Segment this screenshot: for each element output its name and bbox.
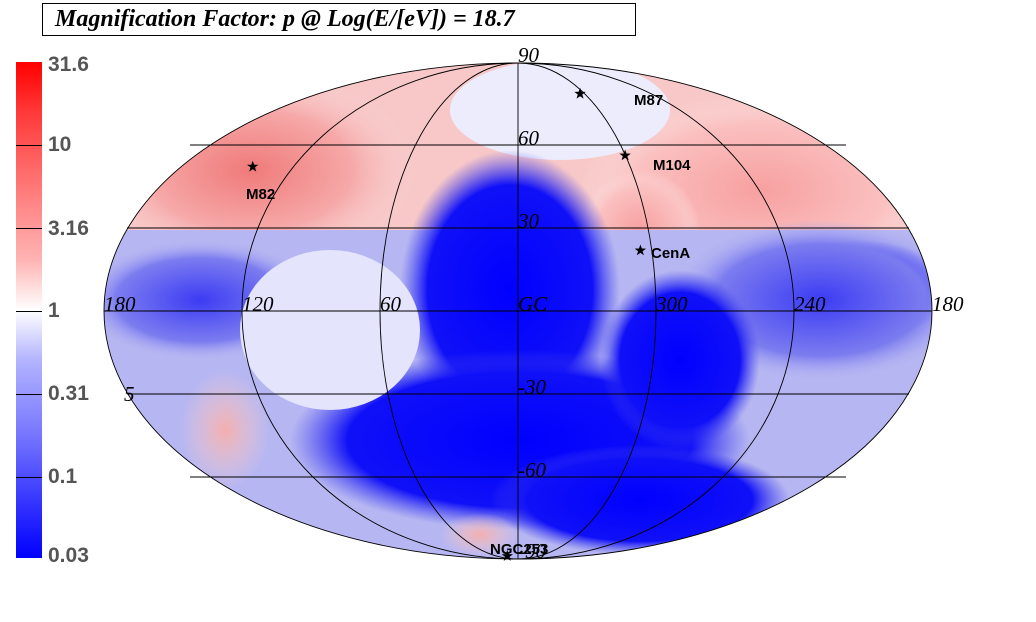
lat-label: -90 [518,539,546,563]
source-marker-m82: M82 [246,186,275,203]
star-icon [574,87,586,99]
map-title: Magnification Factor: p @ Log(E/[eV]) = … [42,3,636,36]
lon-label: 60 [380,292,402,316]
colorbar-tick [16,394,42,395]
colorbar-label: 3.16 [48,217,89,240]
source-label: NGC253 [490,541,548,558]
graticule [103,62,933,560]
colorbar-tick [16,477,42,478]
colorbar-label: 1 [48,299,60,322]
lat-label: -30 [518,375,546,399]
source-marker-cena: CenA [651,245,690,262]
colorbar-tick [16,145,42,146]
lon-label: 300 [655,292,688,316]
source-label: M87 [634,92,663,109]
lat-label: 30 [517,209,540,233]
lat-label: 90 [518,43,540,67]
star-icon [501,550,513,561]
colorbar-tick [16,311,42,312]
colorbar-label: 0.31 [48,382,89,405]
lon-label: 180 [104,292,136,316]
source-marker-m104: M104 [653,157,691,174]
source-label: CenA [651,245,690,262]
colorbar-tick [16,228,42,229]
colorbar-label: 0.03 [48,544,89,567]
stray-label: 5 [124,382,135,406]
colorbar-label: 10 [48,133,72,156]
lon-label: 120 [242,292,274,316]
lon-label: 180 [932,292,964,316]
star-icon [247,160,259,172]
star-icon [634,244,647,256]
source-label: M104 [653,157,691,174]
colorbar [16,62,42,558]
source-stars [247,87,647,561]
lon-label: 240 [794,292,826,316]
source-label: M82 [246,186,275,203]
source-marker-m87: M87 [634,92,663,109]
star-icon [619,149,631,161]
lat-label: -60 [518,458,546,482]
lon-label: GC [518,292,548,316]
colorbar-label: 31.6 [48,53,89,76]
colorbar-label: 0.1 [48,465,78,488]
lat-label: 60 [518,126,540,150]
source-marker-ngc253: NGC253 [490,541,548,558]
